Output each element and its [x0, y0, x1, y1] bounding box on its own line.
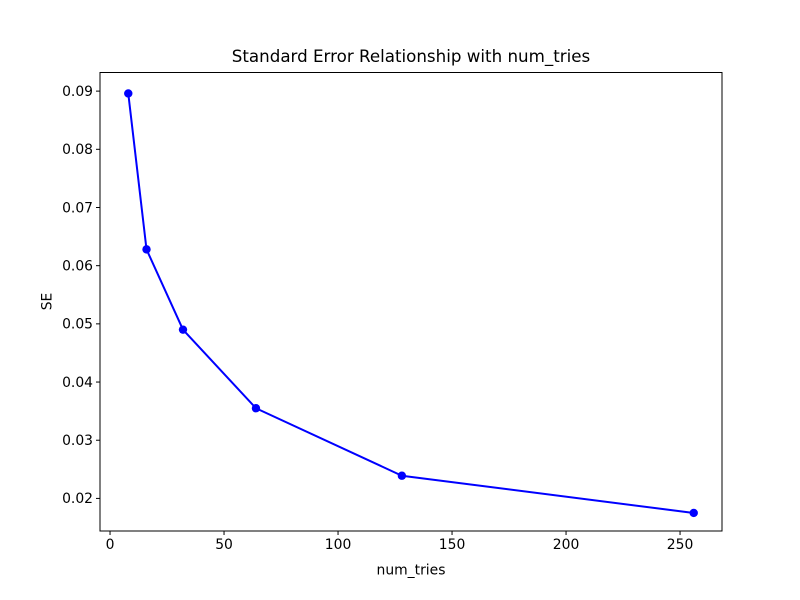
- x-axis-label: num_tries: [377, 563, 446, 579]
- axes-spines: [99, 72, 723, 532]
- y-tick-label: 0.02: [62, 491, 93, 507]
- x-tick-label: 250: [667, 537, 694, 553]
- data-point: [251, 404, 261, 413]
- data-point: [142, 245, 151, 254]
- x-tick-label: 200: [553, 537, 580, 553]
- x-tick-label: 150: [439, 537, 466, 553]
- plot-area: 0 50 100 150 200 250 0.02 0.03 0.04 0.05 0.06 0.07 0…: [62, 72, 723, 553]
- series-line: [127, 93, 694, 514]
- x-tick-label: 50: [215, 537, 233, 553]
- data-point: [689, 508, 698, 518]
- x-tick-label: 0: [106, 537, 115, 553]
- data-point: [178, 325, 188, 334]
- y-axis-label: SE: [40, 293, 56, 311]
- data-point: [397, 471, 407, 480]
- y-tick-label: 0.07: [62, 200, 93, 216]
- chart-title: Standard Error Relationship with num_tri…: [232, 46, 590, 67]
- y-tick-label: 0.08: [62, 142, 93, 158]
- y-tick-label: 0.09: [62, 84, 93, 100]
- y-tick-label: 0.04: [62, 375, 93, 391]
- y-tick-label: 0.05: [62, 317, 93, 333]
- y-tick-label: 0.03: [62, 433, 93, 449]
- data-point: [124, 89, 133, 98]
- y-tick-label: 0.06: [62, 258, 93, 274]
- x-tick-label: 100: [325, 537, 352, 553]
